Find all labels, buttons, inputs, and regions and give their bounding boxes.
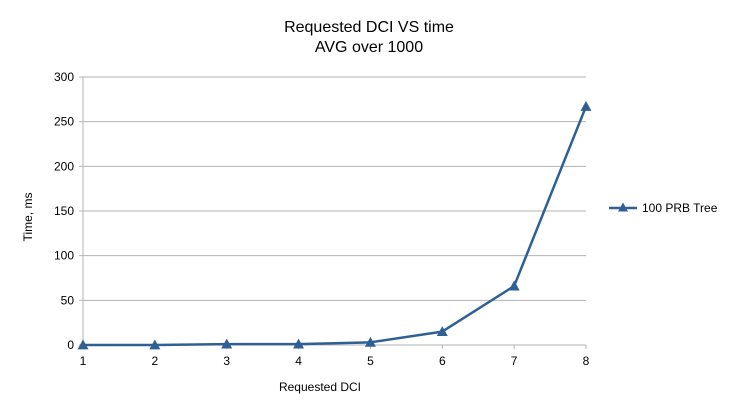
x-axis-label: Requested DCI — [279, 380, 361, 394]
series-markers — [77, 100, 592, 350]
legend-label: 100 PRB Tree — [642, 201, 718, 215]
data-point-marker — [436, 326, 448, 336]
data-point-marker — [77, 339, 89, 350]
axes — [79, 76, 587, 349]
data-point-marker — [149, 339, 161, 350]
x-tick-label: 8 — [583, 354, 590, 368]
y-tick-label: 0 — [67, 338, 74, 352]
x-tick-label: 4 — [295, 354, 302, 368]
data-point-marker — [221, 338, 233, 349]
y-tick-labels: 0 50 100 150 200 250 300 — [54, 70, 74, 352]
data-point-marker — [580, 100, 592, 111]
x-tick-label: 2 — [152, 354, 159, 368]
series-line — [83, 106, 588, 347]
legend-triangle-marker-icon — [618, 202, 628, 212]
gridlines — [83, 76, 586, 301]
chart-subtitle: AVG over 1000 — [315, 39, 423, 56]
y-tick-label: 200 — [54, 159, 74, 173]
series-lines — [83, 106, 588, 347]
chart-title: Requested DCI VS time — [284, 19, 454, 36]
y-tick-label: 50 — [61, 293, 75, 307]
x-tick-label: 6 — [439, 354, 446, 368]
data-point-marker — [293, 338, 305, 349]
y-tick-label: 300 — [54, 70, 74, 84]
data-point-marker — [364, 336, 376, 347]
x-tick-label: 5 — [367, 354, 374, 368]
y-tick-label: 100 — [54, 249, 74, 263]
x-tick-labels: 1 2 3 4 5 6 7 8 — [80, 354, 590, 368]
data-point-marker — [508, 280, 520, 291]
x-tick-label: 1 — [80, 354, 87, 368]
y-axis-label: Time, ms — [21, 193, 35, 242]
y-tick-label: 250 — [54, 115, 74, 129]
x-tick-label: 3 — [223, 354, 230, 368]
legend: 100 PRB Tree — [609, 201, 718, 215]
y-tick-label: 150 — [54, 204, 74, 218]
x-tick-label: 7 — [511, 354, 518, 368]
